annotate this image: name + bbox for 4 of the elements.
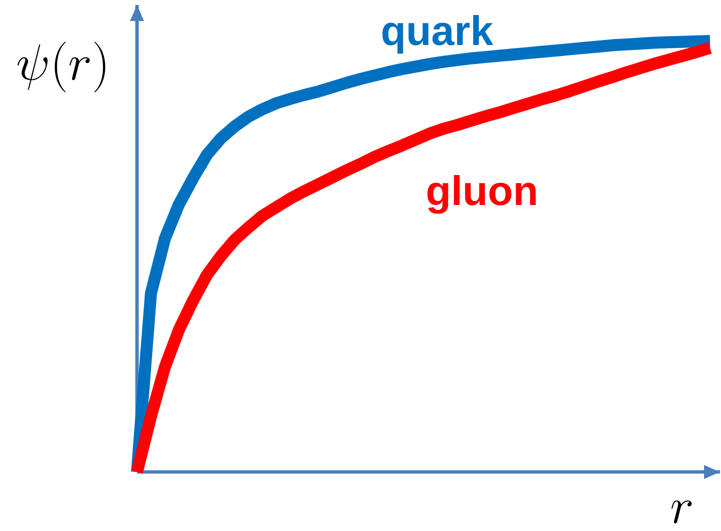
- y-axis-title: $\psi(r)$: [18, 42, 106, 92]
- series-label: gluon: [427, 175, 536, 214]
- series-label: quark: [382, 15, 494, 54]
- x-axis-title: $r$: [671, 500, 692, 524]
